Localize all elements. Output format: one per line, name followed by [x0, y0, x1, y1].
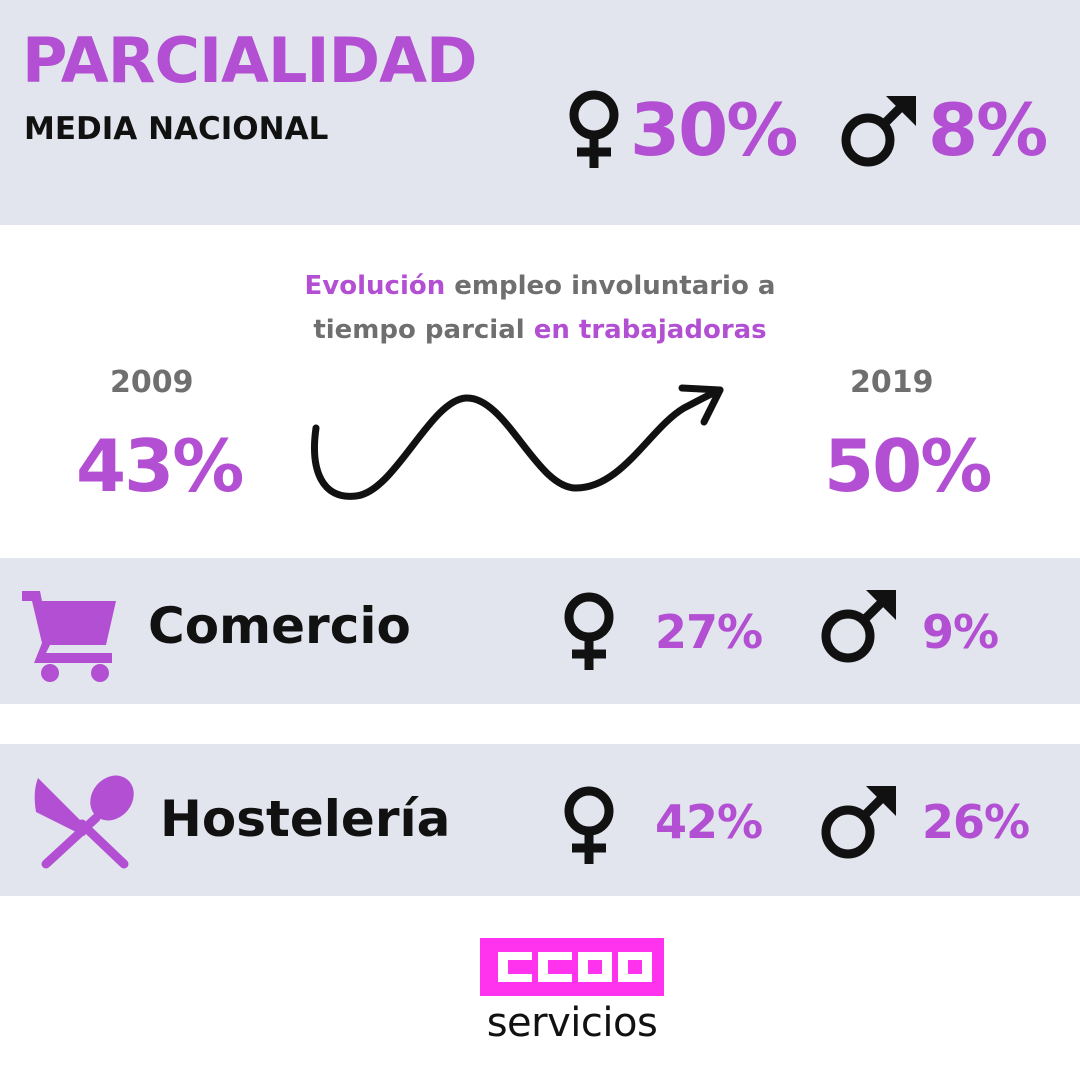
ccoo-logo-mark-icon	[498, 952, 652, 982]
male-symbol-icon	[821, 786, 896, 859]
evolution-title-line2: tiempo parcial en trabajadoras	[0, 312, 1080, 348]
ccoo-logo	[480, 938, 664, 996]
male-symbol-icon	[821, 590, 896, 663]
value-end: 50%	[824, 424, 992, 508]
sector-female-percent: 42%	[655, 795, 763, 849]
header-male-percent: 8%	[928, 88, 1048, 172]
sector-female-percent: 27%	[655, 605, 763, 659]
sector-name: Comercio	[148, 597, 411, 655]
wavy-arrow-icon	[311, 384, 724, 500]
evolution-title-highlight: en trabajadoras	[533, 315, 767, 345]
male-symbol-icon	[841, 96, 916, 167]
female-symbol-icon	[564, 786, 614, 864]
sector-row-hosteleria	[0, 744, 1080, 896]
page-title: PARCIALIDAD	[22, 24, 478, 97]
female-symbol-icon	[569, 90, 619, 168]
evolution-title-line1: Evolución empleo involuntario a	[0, 268, 1080, 304]
sector-male-percent: 26%	[922, 795, 1030, 849]
header-female-percent: 30%	[630, 88, 798, 172]
knife-spoon-icon	[34, 775, 134, 869]
evolution-title-text: empleo involuntario a	[445, 271, 776, 301]
sector-male-percent: 9%	[922, 605, 999, 659]
female-symbol-icon	[564, 592, 614, 670]
evolution-title-text: tiempo parcial	[313, 315, 534, 345]
shopping-cart-icon	[22, 591, 116, 682]
evolution-title-highlight: Evolución	[304, 271, 446, 301]
page-subtitle: MEDIA NACIONAL	[24, 111, 329, 147]
year-end: 2019	[850, 365, 934, 400]
logo-wordmark: servicios	[486, 1000, 658, 1046]
sector-row-comercio	[0, 558, 1080, 704]
value-start: 43%	[76, 424, 244, 508]
sector-name: Hostelería	[160, 790, 451, 848]
year-start: 2009	[110, 365, 194, 400]
